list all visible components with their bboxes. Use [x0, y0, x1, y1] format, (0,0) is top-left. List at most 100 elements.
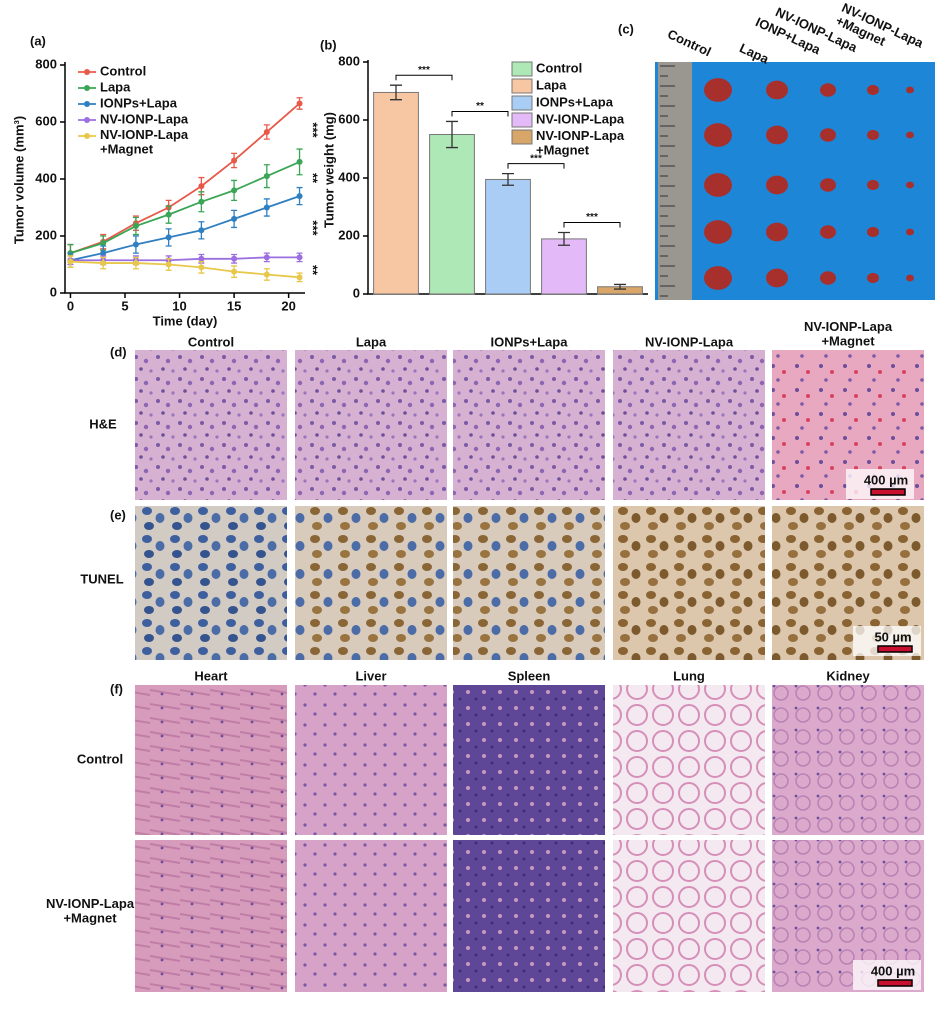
micrograph — [613, 685, 765, 835]
legend-label: Control — [100, 63, 146, 78]
micrograph — [453, 506, 605, 660]
x-tick-label: 10 — [172, 298, 186, 313]
point — [263, 204, 270, 211]
legend-marker — [84, 69, 90, 75]
line — [70, 161, 300, 254]
legend-swatch — [511, 61, 533, 77]
y-tick-label: 0 — [50, 284, 57, 299]
micrograph — [453, 840, 605, 992]
significance: *** — [306, 122, 321, 138]
y-axis-label: Tumor volume (mm³) — [11, 116, 26, 244]
photo — [655, 62, 935, 300]
line — [70, 102, 301, 254]
micrograph — [135, 506, 287, 660]
micrograph — [453, 685, 605, 835]
tumor — [867, 179, 879, 191]
point — [198, 255, 205, 262]
y-tick-label: 800 — [338, 53, 360, 68]
point — [198, 227, 205, 234]
y-tick-label: 600 — [338, 111, 360, 126]
y-tick-label: 200 — [338, 227, 360, 242]
line — [70, 195, 300, 262]
legend-swatch — [511, 112, 533, 128]
panel-label: (b) — [320, 37, 337, 52]
x-tick-label: 5 — [121, 298, 128, 313]
legend-label: NV-IONP-Lapa — [100, 111, 189, 126]
point — [132, 223, 139, 230]
tumor — [766, 222, 788, 242]
column-label: NV-IONP-Lapa+Magnet — [833, 0, 926, 64]
point — [231, 215, 238, 222]
column-label: Liver — [355, 668, 386, 683]
significance: *** — [306, 220, 321, 236]
y-tick-label: 800 — [35, 56, 57, 71]
micrograph — [135, 685, 287, 835]
y-tick-label: 0 — [353, 285, 360, 300]
x-tick-label: 0 — [67, 298, 74, 313]
tumor — [906, 131, 914, 139]
tumor — [820, 128, 836, 142]
line — [70, 256, 300, 262]
tumor — [704, 173, 732, 197]
tumor — [766, 268, 788, 288]
point — [231, 255, 238, 262]
micrograph — [613, 840, 765, 992]
point — [132, 241, 139, 248]
point — [263, 254, 270, 261]
significance: ** — [476, 101, 484, 112]
point — [296, 254, 303, 261]
point — [263, 128, 270, 135]
tumor — [704, 266, 732, 290]
column-label: NV-IONP-Lapa — [645, 334, 734, 349]
point — [165, 234, 172, 241]
bracket — [563, 222, 621, 228]
column-label: Lung — [673, 668, 705, 683]
tumor — [820, 225, 836, 239]
panel-label: (f) — [110, 681, 123, 696]
y-tick-label: 400 — [35, 170, 57, 185]
legend-label: NV-IONP-Lapa — [536, 111, 625, 126]
y-tick-label: 600 — [35, 113, 57, 128]
micrograph — [135, 840, 287, 992]
legend-label: Control — [536, 60, 582, 75]
point — [263, 271, 270, 278]
bar — [373, 91, 419, 295]
error-bar — [558, 231, 570, 246]
significance: *** — [586, 212, 598, 223]
point — [296, 193, 303, 200]
legend-label: Lapa — [536, 77, 567, 92]
legend-marker — [84, 133, 90, 139]
point — [263, 173, 270, 180]
legend-label: NV-IONP-Lapa +Magnet — [536, 128, 625, 157]
row-label: H&E — [89, 416, 117, 431]
legend-marker — [84, 101, 90, 107]
row-label: NV-IONP-Lapa +Magnet — [46, 896, 135, 925]
micrograph — [613, 350, 765, 500]
error-bar — [390, 84, 402, 101]
tumor — [820, 271, 836, 285]
point — [198, 264, 205, 271]
legend-swatch — [511, 129, 533, 145]
tumor — [820, 83, 836, 97]
significance: ** — [306, 265, 321, 276]
point — [198, 198, 205, 205]
legend-marker — [84, 117, 90, 123]
point — [100, 260, 107, 267]
point — [165, 261, 172, 268]
scale-bar-label: 400 µm — [871, 963, 915, 978]
significance: ** — [306, 173, 321, 184]
bracket — [507, 163, 565, 169]
point — [100, 240, 107, 247]
legend-label: IONPs+Lapa — [100, 95, 178, 110]
bracket — [451, 110, 509, 117]
tumor — [766, 125, 788, 145]
bar — [541, 238, 587, 295]
scale-bar — [877, 979, 913, 987]
tumor — [766, 80, 788, 100]
tumor — [906, 181, 914, 189]
scale-bar-label: 50 µm — [874, 629, 911, 644]
column-label: Control — [188, 334, 234, 349]
micrograph — [135, 350, 287, 500]
tumor — [867, 272, 879, 284]
